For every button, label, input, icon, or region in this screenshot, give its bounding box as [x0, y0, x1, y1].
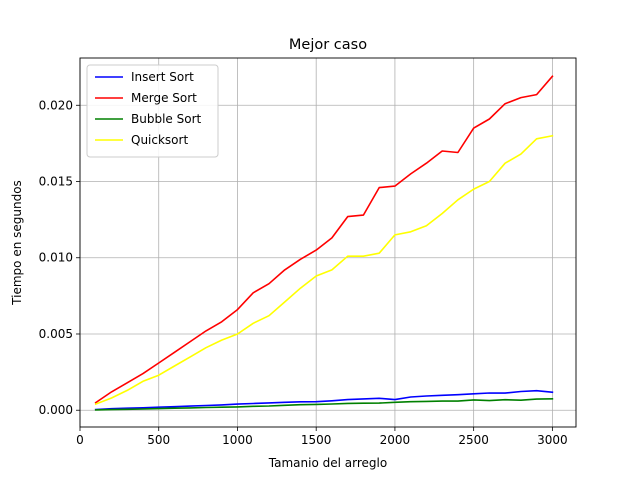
- chart-title: Mejor caso: [289, 37, 367, 53]
- x-tick-label: 3000: [537, 433, 568, 447]
- y-tick-label: 0.005: [39, 327, 73, 341]
- x-tick-label: 2000: [380, 433, 411, 447]
- legend-entry: Bubble Sort: [131, 112, 201, 126]
- x-tick-label: 2500: [458, 433, 489, 447]
- series-line-bubble-sort: [94, 397, 554, 411]
- legend-entry: Insert Sort: [131, 70, 194, 84]
- plot-frame: [79, 57, 577, 428]
- series-lines: [94, 75, 554, 411]
- x-axis-label: Tamanio del arreglo: [268, 456, 387, 470]
- x-tick-label: 1000: [222, 433, 253, 447]
- x-tick-label: 500: [147, 433, 170, 447]
- y-tick-label: 0.015: [39, 175, 73, 189]
- y-axis-label: Tiempo en segundos: [10, 180, 24, 306]
- legend-box: [86, 64, 219, 158]
- series-line-merge-sort: [94, 75, 554, 404]
- y-tick-label: 0.000: [39, 403, 73, 417]
- x-tick-label: 0: [76, 433, 84, 447]
- series-line-quicksort: [94, 134, 554, 406]
- legend-entry: Quicksort: [131, 133, 188, 147]
- legend: Insert Sort Merge Sort Bubble Sort Quicksor…: [86, 64, 219, 158]
- grid: [79, 58, 576, 427]
- series-line-insert-sort: [94, 389, 554, 411]
- y-tick-label: 0.020: [39, 98, 73, 112]
- x-tick-label: 1500: [301, 433, 332, 447]
- y-tick-label: 0.010: [39, 251, 73, 265]
- legend-entry: Merge Sort: [131, 91, 197, 105]
- axis-ticks: 0 500 1000 1500 2000 2500 3000 0.000 0.005 0.010 0…: [39, 98, 568, 447]
